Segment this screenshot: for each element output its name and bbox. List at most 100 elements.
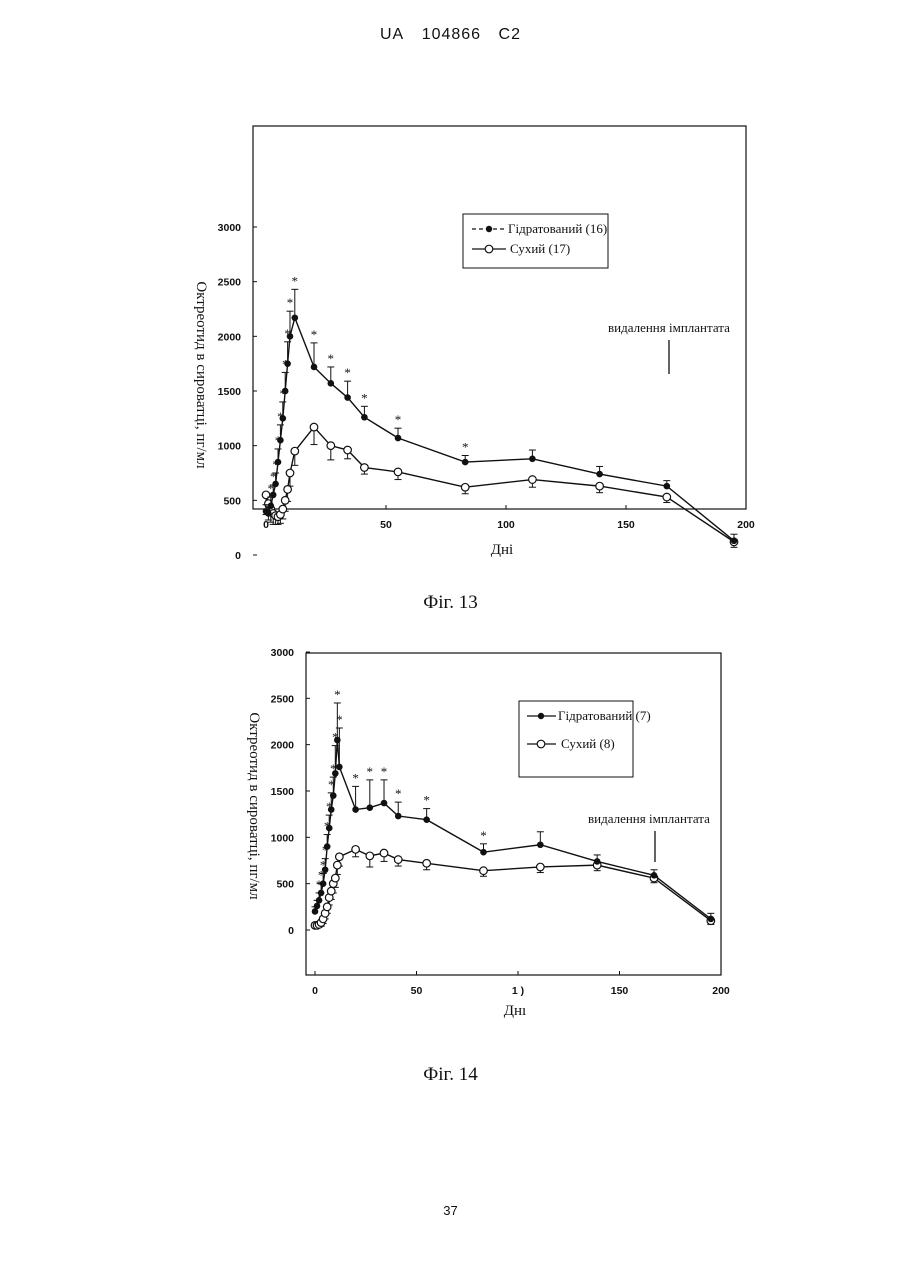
- x-tick-label: 0: [312, 985, 318, 997]
- significance-asterisk: *: [361, 390, 368, 405]
- data-point-hydrated: [423, 816, 430, 823]
- data-point-hydrated: [330, 792, 337, 799]
- data-point-hydrated: [292, 314, 299, 321]
- data-point-dry: [423, 859, 431, 867]
- x-tick-label: 100: [497, 519, 515, 531]
- data-point-dry: [344, 446, 352, 454]
- chart-marks: ****************: [262, 273, 738, 547]
- y-tick-label: 500: [276, 879, 294, 891]
- x-tick-label: 200: [737, 519, 755, 531]
- data-point-dry: [596, 482, 604, 490]
- series-line-hydrated: [315, 740, 711, 919]
- significance-asterisk: *: [395, 786, 402, 801]
- data-point-dry: [461, 483, 469, 491]
- data-point-hydrated: [664, 483, 671, 490]
- y-tick-label: 1500: [218, 386, 242, 398]
- significance-asterisk: *: [480, 828, 487, 843]
- legend-label-hydrated: Гідратований (16): [508, 221, 607, 236]
- data-point-dry: [284, 486, 292, 494]
- x-tick-label: 50: [380, 519, 392, 531]
- significance-asterisk: *: [330, 761, 337, 776]
- header-country: UA: [380, 26, 404, 43]
- series-line-dry: [315, 849, 711, 925]
- significance-asterisk: *: [324, 819, 331, 834]
- y-tick-label: 0: [235, 550, 241, 562]
- header-kind: C2: [499, 26, 521, 43]
- data-point-dry: [394, 468, 402, 476]
- figure-13-chart: **************** 05001000150020002500300…: [0, 100, 901, 570]
- data-point-dry: [286, 469, 294, 477]
- significance-asterisk: *: [367, 764, 374, 779]
- data-point-dry: [281, 497, 289, 505]
- data-point-dry: [336, 853, 344, 861]
- y-tick-label: 0: [288, 925, 294, 937]
- significance-asterisk: *: [282, 356, 289, 371]
- significance-asterisk: *: [272, 457, 279, 472]
- significance-asterisk: *: [275, 433, 282, 448]
- data-point-hydrated: [265, 510, 272, 517]
- x-tick-label: 50: [411, 985, 423, 997]
- y-tick-label: 2500: [218, 277, 242, 289]
- data-point-hydrated: [651, 872, 658, 879]
- data-point-hydrated: [367, 804, 374, 811]
- figure-14-chart: ***************** 0500100015002000250030…: [0, 630, 901, 1030]
- header-number: 104866: [422, 26, 481, 43]
- data-point-hydrated: [529, 455, 536, 462]
- significance-asterisk: *: [344, 365, 351, 380]
- y-axis-title: Октреотид в сироватці, пг/мл: [193, 281, 209, 469]
- legend-marker-dry: [537, 740, 545, 748]
- significance-asterisk: *: [423, 793, 430, 808]
- y-tick-label: 2000: [271, 740, 295, 752]
- page-number: 37: [0, 1203, 901, 1218]
- data-point-hydrated: [352, 806, 359, 813]
- data-point-hydrated: [462, 459, 469, 466]
- y-tick-label: 3000: [218, 222, 242, 234]
- data-point-hydrated: [328, 380, 335, 387]
- significance-asterisk: *: [292, 273, 299, 288]
- tick-labels: 050010001500200025003000050100150200: [218, 222, 755, 562]
- legend-label-dry: Сухий (8): [561, 736, 615, 751]
- significance-asterisk: *: [352, 770, 359, 785]
- data-point-hydrated: [480, 849, 487, 856]
- data-point-dry: [279, 505, 287, 513]
- data-point-dry: [663, 493, 671, 501]
- data-point-hydrated: [268, 503, 275, 510]
- significance-asterisk: *: [322, 843, 329, 858]
- data-point-hydrated: [537, 841, 544, 848]
- legend-label-dry: Сухий (17): [510, 241, 570, 256]
- x-tick-label: 200: [712, 985, 730, 997]
- data-point-hydrated: [381, 800, 388, 807]
- legend-marker-hydrated: [538, 713, 544, 719]
- data-point-hydrated: [361, 414, 368, 421]
- annotation-text: видалення імплантата: [608, 320, 730, 335]
- y-tick-label: 3000: [271, 647, 295, 659]
- data-point-dry: [327, 442, 335, 450]
- data-point-dry: [323, 903, 331, 911]
- significance-asterisk: *: [334, 687, 341, 702]
- figure-14-caption: Фіг. 14: [0, 1064, 901, 1086]
- data-point-dry: [366, 852, 374, 860]
- y-axis-title: Октреотид в сироватці, пг/мл: [246, 712, 262, 900]
- data-point-hydrated: [311, 364, 318, 371]
- chart-marks: *****************: [311, 687, 714, 929]
- y-tick-label: 2500: [271, 693, 295, 705]
- significance-asterisk: *: [328, 777, 335, 792]
- plot-frame: [253, 126, 746, 509]
- legend-label-hydrated: Гідратований (7): [558, 708, 651, 723]
- significance-asterisk: *: [326, 799, 333, 814]
- data-point-hydrated: [316, 897, 323, 904]
- x-tick-label: 150: [617, 519, 635, 531]
- data-point-dry: [480, 867, 488, 875]
- y-tick-label: 500: [223, 495, 241, 507]
- series-line-hydrated: [266, 318, 734, 541]
- significance-asterisk: *: [277, 409, 284, 424]
- y-tick-label: 1000: [218, 441, 242, 453]
- data-point-hydrated: [336, 764, 343, 771]
- x-tick-label: 0: [263, 519, 269, 531]
- data-point-dry: [332, 874, 340, 882]
- y-tick-label: 1000: [271, 832, 295, 844]
- legend-marker-dry: [485, 245, 493, 253]
- significance-asterisk: *: [280, 386, 287, 401]
- data-point-hydrated: [395, 435, 402, 442]
- data-point-dry: [529, 476, 537, 484]
